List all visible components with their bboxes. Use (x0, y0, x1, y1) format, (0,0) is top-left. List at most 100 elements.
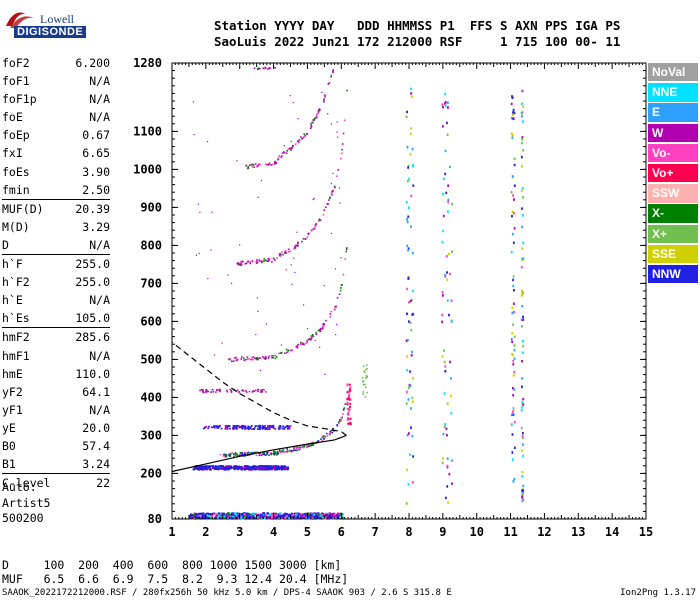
echo-point (329, 430, 332, 433)
echo-point (263, 389, 265, 391)
echo-point (205, 391, 208, 393)
echo-point (300, 514, 303, 517)
echo-point (451, 459, 454, 462)
echo-point (319, 109, 321, 111)
echo-point (243, 515, 246, 518)
param-row: hmF1 N/A (2, 347, 110, 365)
echo-point (200, 468, 203, 471)
echo-point (224, 425, 227, 427)
echo-point (278, 155, 280, 157)
param-value: 0.67 (82, 128, 110, 143)
echo-point (283, 352, 286, 355)
echo-point (260, 260, 263, 262)
echo-point (261, 513, 265, 516)
echo-point (521, 496, 523, 499)
echo-point (266, 426, 269, 428)
echo-point (283, 151, 286, 154)
echo-point (253, 517, 257, 520)
echo-point (362, 383, 365, 386)
echo-point (407, 386, 410, 390)
echo-point (285, 152, 288, 155)
echo-point (521, 443, 524, 446)
echo-point (338, 293, 341, 296)
echo-point (442, 177, 445, 181)
echo-point (331, 431, 334, 434)
echo-point (318, 517, 322, 520)
echo-point (268, 428, 271, 430)
echo-point (226, 391, 229, 393)
echo-point (405, 115, 408, 119)
param-row: yE 20.0 (2, 419, 110, 437)
echo-point (256, 466, 259, 469)
echo-point (311, 121, 313, 124)
echo-point (243, 357, 245, 360)
echo-point (241, 389, 244, 391)
echo-point (284, 249, 287, 252)
echo-point (250, 358, 252, 361)
echo-point (328, 515, 331, 518)
echo-point (520, 426, 523, 430)
echo-point (241, 356, 243, 358)
echo-point (348, 408, 351, 411)
param-value: N/A (89, 110, 110, 125)
echo-point (265, 163, 267, 165)
echo-point (230, 391, 233, 393)
echo-point (296, 346, 299, 349)
echo-point (521, 351, 524, 354)
echo-point (366, 375, 368, 377)
echo-point (284, 466, 288, 469)
echo-point (274, 357, 277, 360)
echo-point (252, 358, 254, 361)
echo-point (263, 357, 266, 360)
param-value: 285.6 (75, 330, 110, 345)
echo-point (510, 102, 513, 106)
y-tick-label: 200 (140, 466, 162, 480)
echo-point (268, 355, 271, 357)
echo-point (280, 451, 282, 454)
echo-point (263, 260, 265, 263)
echo-point (233, 455, 235, 458)
echo-point (513, 420, 516, 424)
param-value: 110.0 (75, 366, 110, 381)
echo-point (231, 466, 234, 469)
echo-point (513, 288, 515, 292)
echo-point (247, 452, 250, 455)
echo-point (408, 453, 411, 456)
distance-row: D 100 200 400 600 800 1000 1500 3000 [km… (2, 558, 341, 572)
echo-point (282, 465, 286, 468)
echo-point (366, 391, 368, 394)
echo-point (296, 231, 298, 233)
echo-point (248, 164, 251, 167)
echo-point (240, 262, 242, 265)
echo-point (451, 482, 453, 485)
echo-point (240, 452, 242, 454)
echo-point (246, 515, 249, 518)
echo-point (258, 424, 261, 427)
echo-point (442, 105, 444, 109)
param-value: 6.200 (75, 56, 110, 70)
echo-point (221, 342, 223, 344)
echo-point (215, 465, 218, 468)
x-tick-label: 7 (372, 525, 379, 539)
echo-point (224, 428, 227, 430)
param-value: N/A (89, 92, 110, 107)
echo-point (320, 438, 322, 440)
echo-point (328, 82, 331, 84)
echo-point (444, 365, 447, 368)
echo-point (263, 465, 266, 468)
echo-point (230, 282, 233, 285)
echo-point (274, 67, 277, 69)
echo-point (220, 427, 223, 430)
echo-point (337, 136, 339, 138)
echo-point (409, 87, 412, 91)
echo-point (260, 453, 262, 456)
x-tick-label: 12 (537, 525, 551, 539)
echo-point (216, 466, 219, 469)
echo-point (297, 242, 299, 245)
echo-point (293, 449, 296, 451)
echo-point (259, 260, 262, 262)
echo-point (513, 157, 516, 161)
echo-point (217, 516, 220, 519)
x-tick-label: 4 (270, 525, 277, 539)
echo-point (522, 315, 524, 319)
